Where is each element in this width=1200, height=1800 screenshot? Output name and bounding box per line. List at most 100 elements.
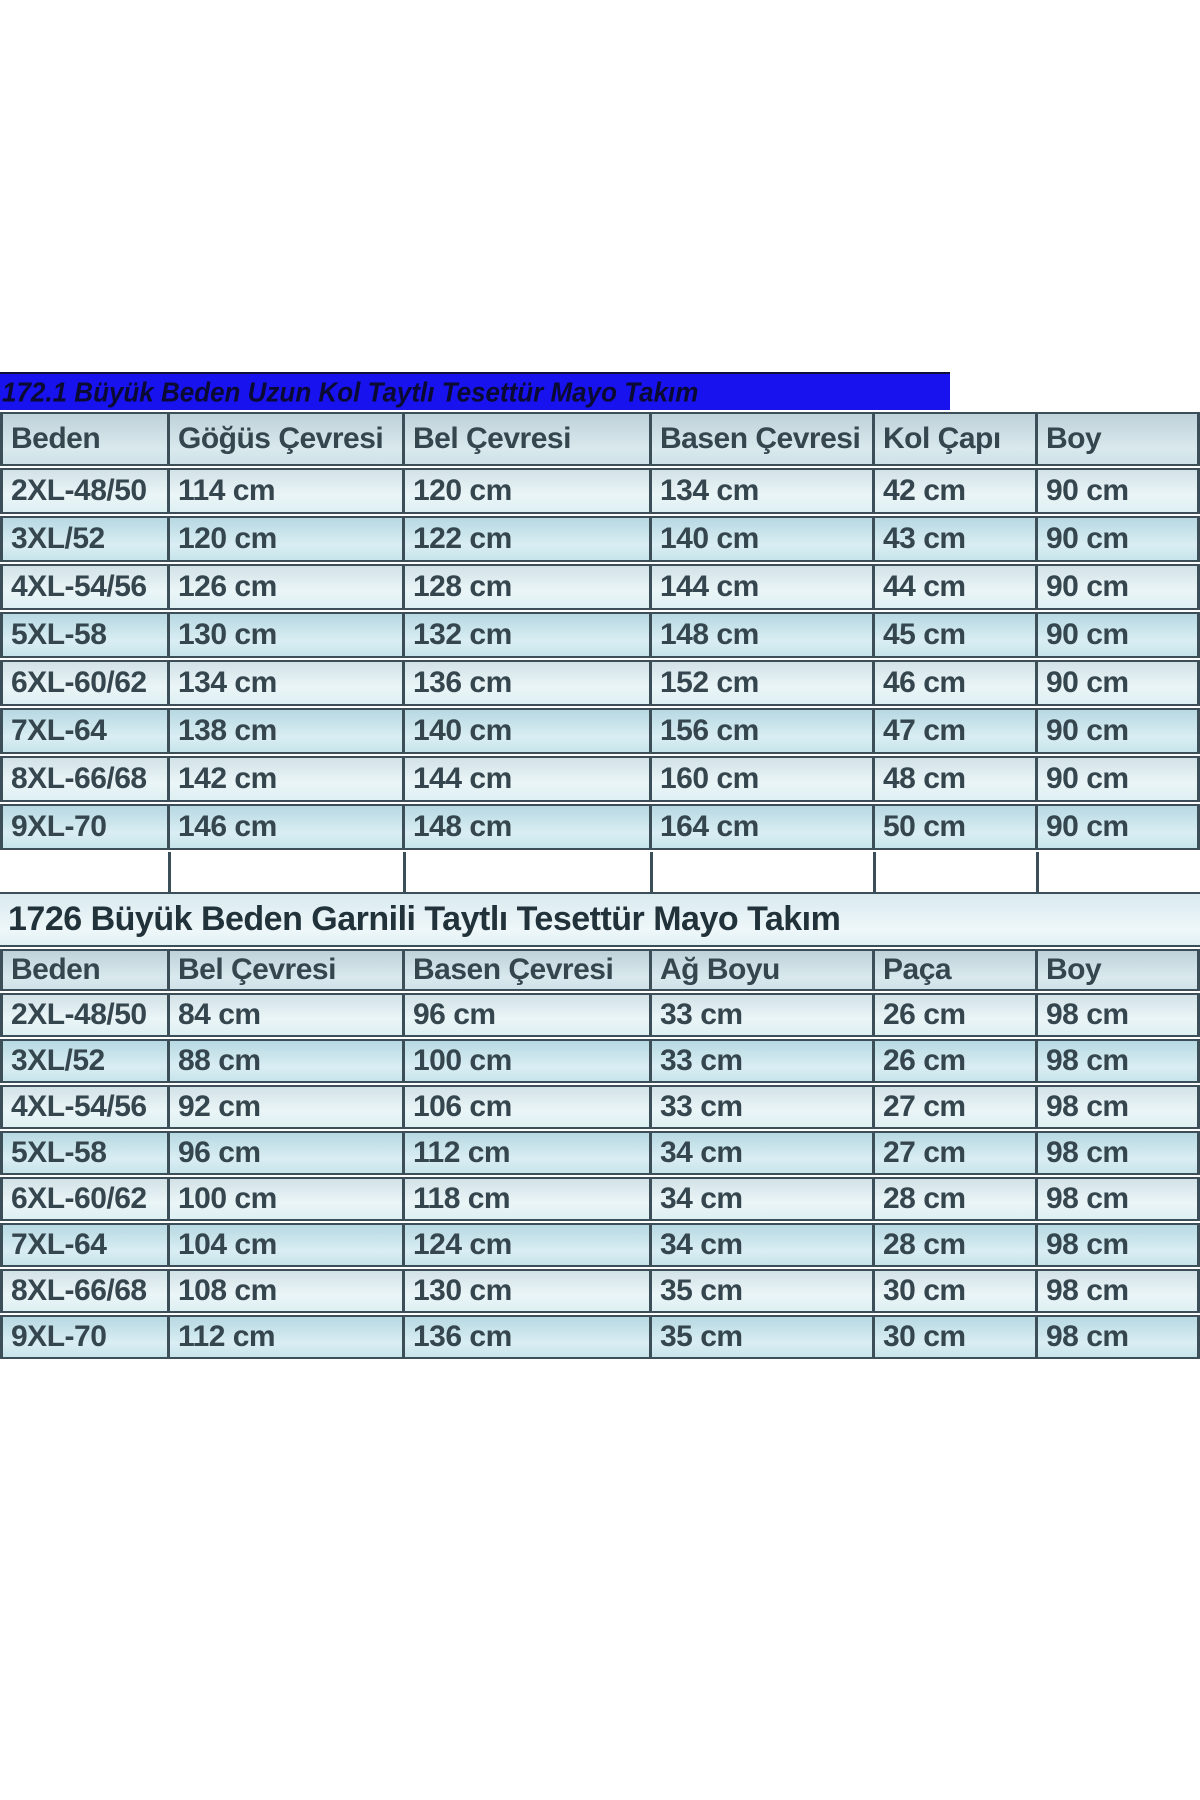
measurement-cell: 126 cm xyxy=(170,564,405,610)
measurement-cell: 120 cm xyxy=(170,516,405,562)
measurement-cell: 100 cm xyxy=(170,1177,405,1221)
column-header: Göğüs Çevresi xyxy=(170,412,405,466)
measurement-cell: 136 cm xyxy=(405,660,652,706)
measurement-cell: 140 cm xyxy=(405,708,652,754)
measurement-cell: 112 cm xyxy=(405,1131,652,1175)
measurement-cell: 27 cm xyxy=(875,1131,1038,1175)
measurement-cell: 148 cm xyxy=(652,612,875,658)
measurement-cell: 90 cm xyxy=(1038,612,1200,658)
size-label-cell: 5XL-58 xyxy=(0,1131,170,1175)
measurement-cell: 26 cm xyxy=(875,1039,1038,1083)
measurement-cell: 35 cm xyxy=(652,1315,875,1359)
column-divider-line xyxy=(650,852,653,892)
measurement-cell: 124 cm xyxy=(405,1223,652,1267)
column-header: Boy xyxy=(1038,412,1200,466)
measurement-cell: 33 cm xyxy=(652,993,875,1037)
table-row: 8XL-66/68 108 cm 130 cm 35 cm 30 cm 98 cm xyxy=(0,1269,1200,1313)
measurement-cell: 34 cm xyxy=(652,1223,875,1267)
measurement-cell: 122 cm xyxy=(405,516,652,562)
size-label-cell: 2XL-48/50 xyxy=(0,993,170,1037)
measurement-cell: 34 cm xyxy=(652,1177,875,1221)
table-row: 4XL-54/56 92 cm 106 cm 33 cm 27 cm 98 cm xyxy=(0,1085,1200,1129)
measurement-cell: 35 cm xyxy=(652,1269,875,1313)
size-label-cell: 7XL-64 xyxy=(0,708,170,754)
table1-title-bar: 172.1 Büyük Beden Uzun Kol Taytlı Tesett… xyxy=(0,372,950,410)
measurement-cell: 90 cm xyxy=(1038,804,1200,850)
table-row: 2XL-48/50 84 cm 96 cm 33 cm 26 cm 98 cm xyxy=(0,993,1200,1037)
size-table-1: Beden Göğüs Çevresi Bel Çevresi Basen Çevre… xyxy=(0,410,1200,852)
table-row: 6XL-60/62 100 cm 118 cm 34 cm 28 cm 98 cm xyxy=(0,1177,1200,1221)
measurement-cell: 134 cm xyxy=(652,468,875,514)
measurement-cell: 120 cm xyxy=(405,468,652,514)
measurement-cell: 50 cm xyxy=(875,804,1038,850)
measurement-cell: 28 cm xyxy=(875,1223,1038,1267)
measurement-cell: 98 cm xyxy=(1038,1131,1200,1175)
table-row: 2XL-48/50 114 cm 120 cm 134 cm 42 cm 90 cm xyxy=(0,468,1200,514)
size-label-cell: 2XL-48/50 xyxy=(0,468,170,514)
column-header: Bel Çevresi xyxy=(405,412,652,466)
measurement-cell: 27 cm xyxy=(875,1085,1038,1129)
measurement-cell: 142 cm xyxy=(170,756,405,802)
table-row: 4XL-54/56 126 cm 128 cm 144 cm 44 cm 90 cm xyxy=(0,564,1200,610)
measurement-cell: 140 cm xyxy=(652,516,875,562)
measurement-cell: 90 cm xyxy=(1038,468,1200,514)
measurement-cell: 100 cm xyxy=(405,1039,652,1083)
measurement-cell: 128 cm xyxy=(405,564,652,610)
measurement-cell: 26 cm xyxy=(875,993,1038,1037)
measurement-cell: 30 cm xyxy=(875,1315,1038,1359)
size-label-cell: 5XL-58 xyxy=(0,612,170,658)
measurement-cell: 98 cm xyxy=(1038,1269,1200,1313)
measurement-cell: 98 cm xyxy=(1038,1315,1200,1359)
measurement-cell: 156 cm xyxy=(652,708,875,754)
table1-title: 172.1 Büyük Beden Uzun Kol Taytlı Tesett… xyxy=(2,375,699,408)
measurement-cell: 28 cm xyxy=(875,1177,1038,1221)
measurement-cell: 108 cm xyxy=(170,1269,405,1313)
measurement-cell: 96 cm xyxy=(405,993,652,1037)
measurement-cell: 33 cm xyxy=(652,1039,875,1083)
size-charts: 172.1 Büyük Beden Uzun Kol Taytlı Tesett… xyxy=(0,372,1200,1361)
table-row: 7XL-64 138 cm 140 cm 156 cm 47 cm 90 cm xyxy=(0,708,1200,754)
column-divider-line xyxy=(1036,852,1039,892)
measurement-cell: 164 cm xyxy=(652,804,875,850)
measurement-cell: 46 cm xyxy=(875,660,1038,706)
header-row: Beden Göğüs Çevresi Bel Çevresi Basen Çevre… xyxy=(0,412,1200,466)
measurement-cell: 136 cm xyxy=(405,1315,652,1359)
size-table-2: Beden Bel Çevresi Basen Çevresi Ağ Boyu Paça… xyxy=(0,947,1200,1361)
measurement-cell: 130 cm xyxy=(170,612,405,658)
measurement-cell: 30 cm xyxy=(875,1269,1038,1313)
column-header: Basen Çevresi xyxy=(405,949,652,991)
measurement-cell: 96 cm xyxy=(170,1131,405,1175)
size-label-cell: 6XL-60/62 xyxy=(0,1177,170,1221)
table-row: 6XL-60/62 134 cm 136 cm 152 cm 46 cm 90 cm xyxy=(0,660,1200,706)
table-row: 5XL-58 96 cm 112 cm 34 cm 27 cm 98 cm xyxy=(0,1131,1200,1175)
size-label-cell: 4XL-54/56 xyxy=(0,564,170,610)
size-label-cell: 9XL-70 xyxy=(0,1315,170,1359)
measurement-cell: 98 cm xyxy=(1038,993,1200,1037)
measurement-cell: 148 cm xyxy=(405,804,652,850)
measurement-cell: 90 cm xyxy=(1038,564,1200,610)
measurement-cell: 132 cm xyxy=(405,612,652,658)
column-header: Bel Çevresi xyxy=(170,949,405,991)
measurement-cell: 90 cm xyxy=(1038,516,1200,562)
measurement-cell: 43 cm xyxy=(875,516,1038,562)
size-label-cell: 4XL-54/56 xyxy=(0,1085,170,1129)
size-label-cell: 3XL/52 xyxy=(0,516,170,562)
column-header: Basen Çevresi xyxy=(652,412,875,466)
measurement-cell: 98 cm xyxy=(1038,1039,1200,1083)
measurement-cell: 98 cm xyxy=(1038,1223,1200,1267)
measurement-cell: 92 cm xyxy=(170,1085,405,1129)
measurement-cell: 114 cm xyxy=(170,468,405,514)
size-label-cell: 3XL/52 xyxy=(0,1039,170,1083)
size-label-cell: 6XL-60/62 xyxy=(0,660,170,706)
measurement-cell: 45 cm xyxy=(875,612,1038,658)
measurement-cell: 144 cm xyxy=(652,564,875,610)
measurement-cell: 134 cm xyxy=(170,660,405,706)
table2-title: 1726 Büyük Beden Garnili Taytlı Tesettür… xyxy=(8,900,841,938)
measurement-cell: 112 cm xyxy=(170,1315,405,1359)
measurement-cell: 47 cm xyxy=(875,708,1038,754)
column-header: Boy xyxy=(1038,949,1200,991)
size-label-cell: 8XL-66/68 xyxy=(0,1269,170,1313)
column-header: Paça xyxy=(875,949,1038,991)
measurement-cell: 90 cm xyxy=(1038,660,1200,706)
table-row: 5XL-58 130 cm 132 cm 148 cm 45 cm 90 cm xyxy=(0,612,1200,658)
